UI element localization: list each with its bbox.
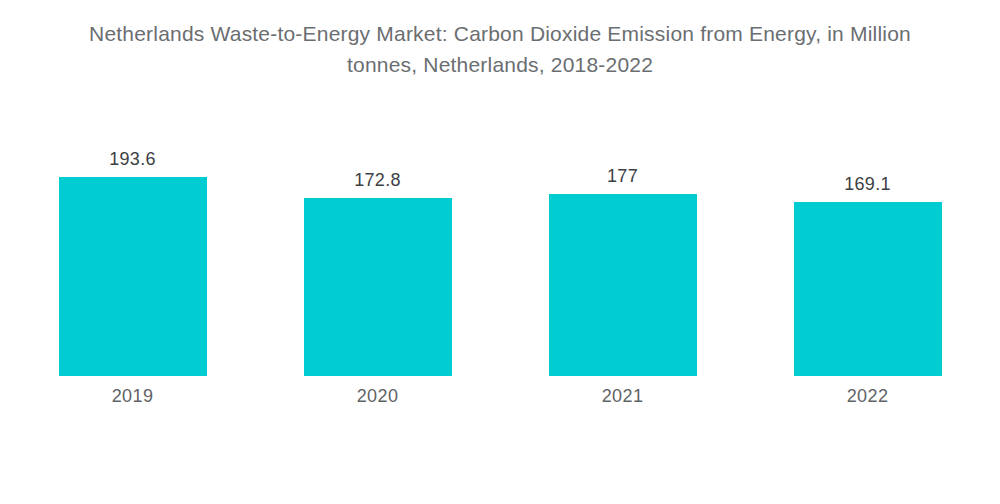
bar-group-2020: 172.8 2020 <box>255 170 500 407</box>
bar-group-2019: 193.6 2019 <box>10 149 255 407</box>
x-axis-label-2022: 2022 <box>847 385 889 407</box>
bar-2019[interactable] <box>59 177 207 376</box>
bar-value-label: 193.6 <box>109 149 156 170</box>
bar-group-2021: 177 2021 <box>500 166 745 407</box>
bar-value-label: 172.8 <box>354 170 401 191</box>
x-axis-label-2019: 2019 <box>112 385 154 407</box>
plot-area: 193.6 2019 172.8 2020 177 2021 169.1 202… <box>0 0 1000 407</box>
bar-value-label: 169.1 <box>844 174 891 195</box>
bar-2020[interactable] <box>304 198 452 376</box>
bar-2022[interactable] <box>794 202 942 376</box>
x-axis-label-2021: 2021 <box>602 385 644 407</box>
bar-group-2022: 169.1 2022 <box>745 174 990 407</box>
bar-2021[interactable] <box>549 194 697 376</box>
bar-value-label: 177 <box>607 166 638 187</box>
x-axis-label-2020: 2020 <box>357 385 399 407</box>
